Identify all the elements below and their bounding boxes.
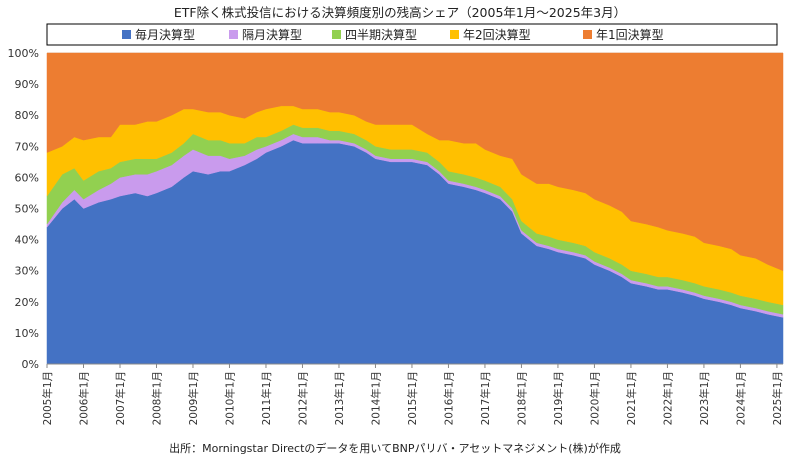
chart-title: ETF除く株式投信における決算頻度別の残高シェア（2005年1月～2025年3月… [174,5,626,20]
chart-source: 出所：Morningstar Directのデータを用いてBNPパリバ・アセット… [169,441,621,455]
x-tick-label: 2013年1月 [333,371,346,425]
legend-swatch [332,30,341,39]
y-tick-label: 60% [15,171,39,184]
legend-label: 年2回決算型 [463,27,531,42]
y-tick-label: 50% [15,203,39,216]
legend-label: 年1回決算型 [596,27,664,42]
x-tick-label: 2005年1月 [41,371,54,425]
y-tick-label: 80% [15,109,39,122]
x-tick-label: 2015年1月 [406,371,419,425]
legend-swatch [229,30,238,39]
x-tick-label: 2019年1月 [552,371,565,425]
legend-label: 四半期決算型 [345,27,417,42]
x-tick-label: 2021年1月 [625,371,638,425]
x-tick-label: 2012年1月 [296,371,309,425]
x-axis: 2005年1月 2006年1月 2007年1月 2008年1月 2009年1月 2010年… [41,363,784,425]
series-area [46,52,784,272]
y-tick-label: 40% [15,234,39,247]
x-tick-label: 2006年1月 [77,371,90,425]
legend-box [46,23,778,46]
x-tick-label: 2007年1月 [114,371,127,425]
x-tick-label: 2010年1月 [223,371,236,425]
series-areas [46,52,784,365]
x-tick-label: 2011年1月 [260,371,273,425]
x-tick-label: 2025年1月 [771,371,784,425]
y-tick-label: 20% [15,296,39,309]
x-tick-label: 2016年1月 [442,371,455,425]
legend-label: 隔月決算型 [242,27,302,42]
x-tick-label: 2020年1月 [588,371,601,425]
y-tick-label: 100% [8,47,39,60]
x-tick-label: 2009年1月 [187,371,200,425]
y-tick-label: 0% [22,358,39,371]
x-tick-label: 2024年1月 [734,371,747,425]
legend-swatch [583,30,592,39]
legend-swatch [122,30,131,39]
x-tick-label: 2018年1月 [515,371,528,425]
x-tick-label: 2008年1月 [150,371,163,425]
legend-swatch [450,30,459,39]
y-tick-label: 30% [15,265,39,278]
legend: 毎月決算型 隔月決算型 四半期決算型 年2回決算型 年1回決算型 [46,23,778,46]
x-tick-label: 2022年1月 [661,371,674,425]
x-tick-label: 2017年1月 [479,371,492,425]
legend-label: 毎月決算型 [135,27,195,42]
x-tick-label: 2014年1月 [369,371,382,425]
y-tick-label: 70% [15,140,39,153]
x-tick-label: 2023年1月 [698,371,711,425]
y-tick-label: 90% [15,78,39,91]
y-axis: 0% 10% 20% 30% 40% 50% 60% 70% 80% 90% 100% [8,47,39,371]
y-tick-label: 10% [15,327,39,340]
